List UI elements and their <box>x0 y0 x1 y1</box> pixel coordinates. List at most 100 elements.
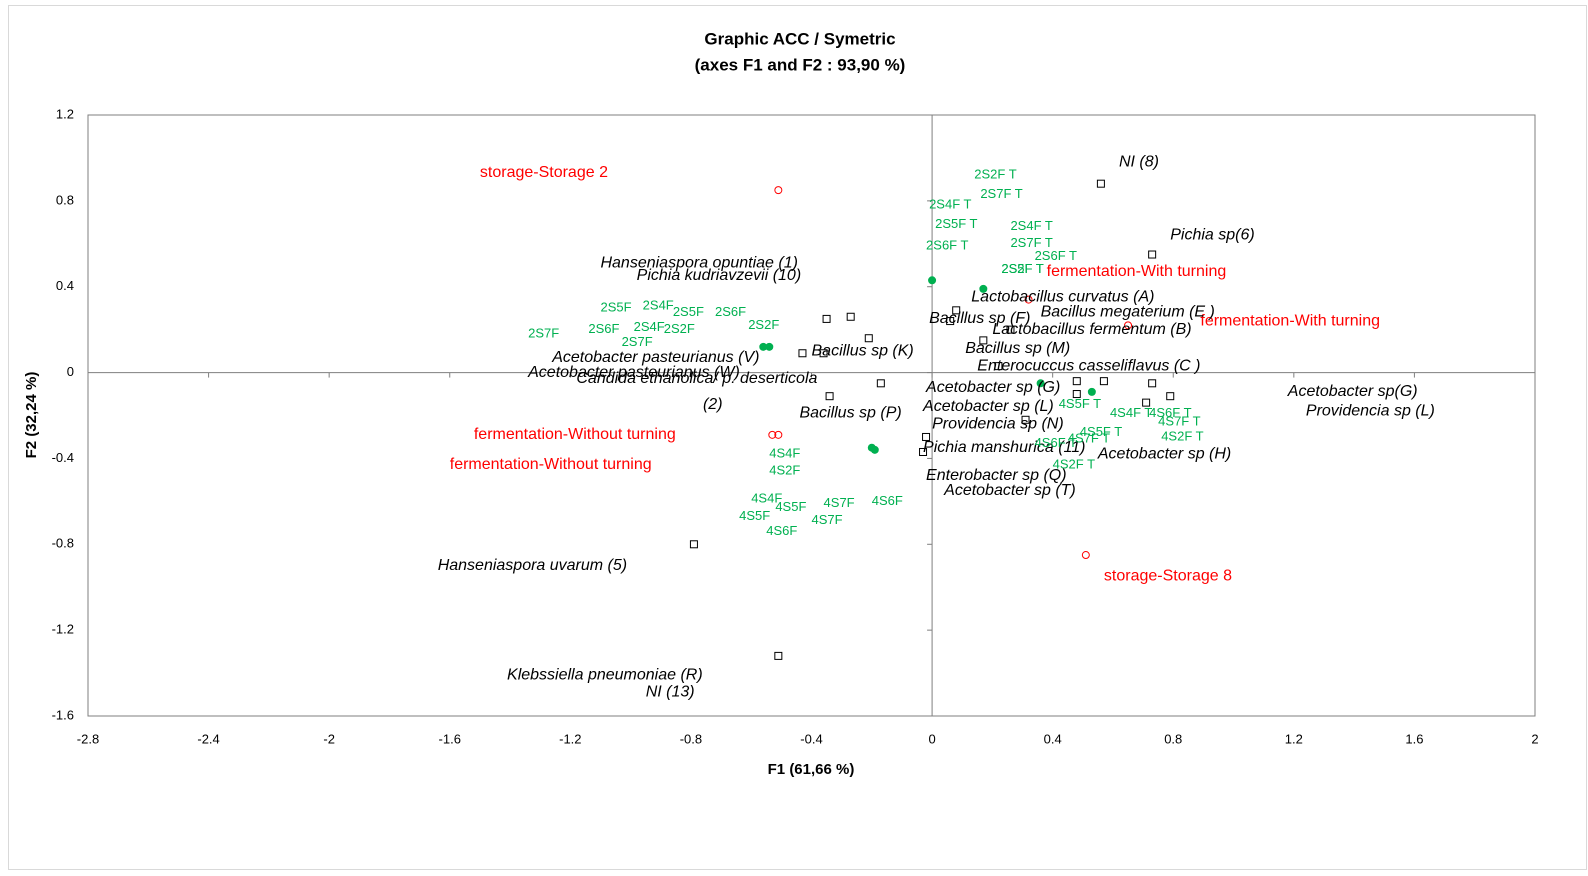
x-axis-label: F1 (61,66 %) <box>768 761 855 778</box>
point-label: (2) <box>703 396 723 413</box>
point <box>870 445 879 454</box>
point-label: Acetobacter pasteurianus (W) <box>527 364 740 381</box>
point <box>1166 392 1175 401</box>
point-label: Bacillus sp (M) <box>965 340 1070 357</box>
point-label: NI (8) <box>1119 153 1159 170</box>
point-label: Hanseniaspora uvarum (5) <box>438 557 627 574</box>
point <box>819 349 828 358</box>
point <box>1036 379 1045 388</box>
point-label: 2S2F T <box>974 167 1016 182</box>
point <box>946 317 955 326</box>
point-label: 4S7F <box>812 512 843 527</box>
point-label: 4S2F <box>769 463 800 478</box>
point-label: 4S5F T <box>1080 424 1122 439</box>
point-label: 2S5F <box>673 304 704 319</box>
point-label: 2S2F T <box>1001 261 1043 276</box>
point <box>864 334 873 343</box>
point-label: fermentation-With turning <box>1047 263 1227 280</box>
point <box>1072 377 1081 386</box>
point-label: 4S4F <box>769 446 800 461</box>
y-tick-label: 0.8 <box>56 192 74 207</box>
point-label: 2S4F <box>643 297 674 312</box>
point-label: Klebssiella pneumoniae (R) <box>507 666 703 683</box>
point-label: Bacillus megaterium (E ) <box>1041 304 1215 321</box>
point <box>825 392 834 401</box>
point-label: 2S7F T <box>1010 235 1052 250</box>
point-label: Acetobacter sp (L) <box>922 398 1054 415</box>
point-label: 4S5F <box>775 499 806 514</box>
y-tick-label: -1.2 <box>52 622 74 637</box>
point-label: 2S7F <box>622 334 653 349</box>
point <box>928 276 937 285</box>
point-label: 2S2F <box>664 321 695 336</box>
point <box>1096 179 1105 188</box>
point-label: Acetobacter sp (H) <box>1097 445 1231 462</box>
point-label: fermentation-With turning <box>1200 312 1380 329</box>
point <box>774 430 783 439</box>
point-label: Enterocuccus casseliflavus (C ) <box>977 357 1200 374</box>
point-label: 2S5F T <box>1001 261 1043 276</box>
point <box>774 186 783 195</box>
point-label: 4S4F <box>751 491 782 506</box>
chart-frame <box>8 5 1587 870</box>
x-tick-label: 0.4 <box>1044 731 1062 746</box>
point-label: 4S6F <box>766 523 797 538</box>
point-label: 4S5F <box>739 508 770 523</box>
point <box>768 430 777 439</box>
point <box>1148 250 1157 259</box>
point-label: 2S7F T <box>980 186 1022 201</box>
point <box>765 342 774 351</box>
point <box>1142 398 1151 407</box>
point-label: Bacillus sp (K) <box>812 342 914 359</box>
point <box>979 336 988 345</box>
x-tick-label: -2.4 <box>197 731 219 746</box>
x-tick-label: -2 <box>323 731 335 746</box>
point-label: fermentation-Without turning <box>474 426 676 443</box>
point <box>876 379 885 388</box>
point-label: Acetobacter pasteurianus (V) <box>551 349 759 366</box>
point-label: 2S5F <box>600 300 631 315</box>
point-label: 2S5F T <box>935 216 977 231</box>
point-label: Providencia sp (N) <box>932 415 1064 432</box>
point-label: Candida ethanolica/ p. deserticola <box>576 370 817 387</box>
point-label: 4S4F T <box>1110 405 1152 420</box>
point-label: storage-Storage 2 <box>480 164 608 181</box>
point <box>1072 390 1081 399</box>
x-tick-label: -1.2 <box>559 731 581 746</box>
point-label: Lactobacillus curvatus (A) <box>971 289 1154 306</box>
point <box>822 314 831 323</box>
point <box>1099 377 1108 386</box>
x-tick-label: -2.8 <box>77 731 99 746</box>
point <box>1021 415 1030 424</box>
point <box>1148 379 1157 388</box>
point-label: Acetobacter sp (G) <box>925 379 1060 396</box>
x-tick-label: -0.8 <box>680 731 702 746</box>
point <box>922 432 931 441</box>
point-label: storage-Storage 8 <box>1104 568 1232 585</box>
point <box>798 349 807 358</box>
point-label: 4S7F T <box>1068 431 1110 446</box>
point <box>774 651 783 660</box>
y-axis-label: F2 (32,24 %) <box>23 372 40 459</box>
x-tick-label: 1.2 <box>1285 731 1303 746</box>
chart-title: Graphic ACC / Symetric <box>704 29 895 48</box>
point-label: 2S6F T <box>1035 248 1077 263</box>
point-label: Bacillus sp (F) <box>929 310 1030 327</box>
point <box>1024 295 1033 304</box>
point-label: Enterobacter sp (Q) <box>926 467 1067 484</box>
point <box>1124 321 1133 330</box>
point-label: Hanseniaspora opuntiae (1) <box>600 254 797 271</box>
point <box>1087 387 1096 396</box>
point-label: Acetobacter sp (T) <box>943 482 1076 499</box>
plot-area <box>87 114 1536 717</box>
x-tick-label: -0.4 <box>800 731 822 746</box>
point <box>846 312 855 321</box>
point-label: Pichia manshurica (11) <box>923 439 1085 456</box>
x-tick-label: 0 <box>928 731 935 746</box>
y-tick-label: 0.4 <box>56 278 74 293</box>
point-label: 2S4F T <box>1010 218 1052 233</box>
y-tick-label: -0.4 <box>52 450 74 465</box>
point-label: 4S2F T <box>1053 456 1095 471</box>
point-label: 4S6F T <box>1149 405 1191 420</box>
